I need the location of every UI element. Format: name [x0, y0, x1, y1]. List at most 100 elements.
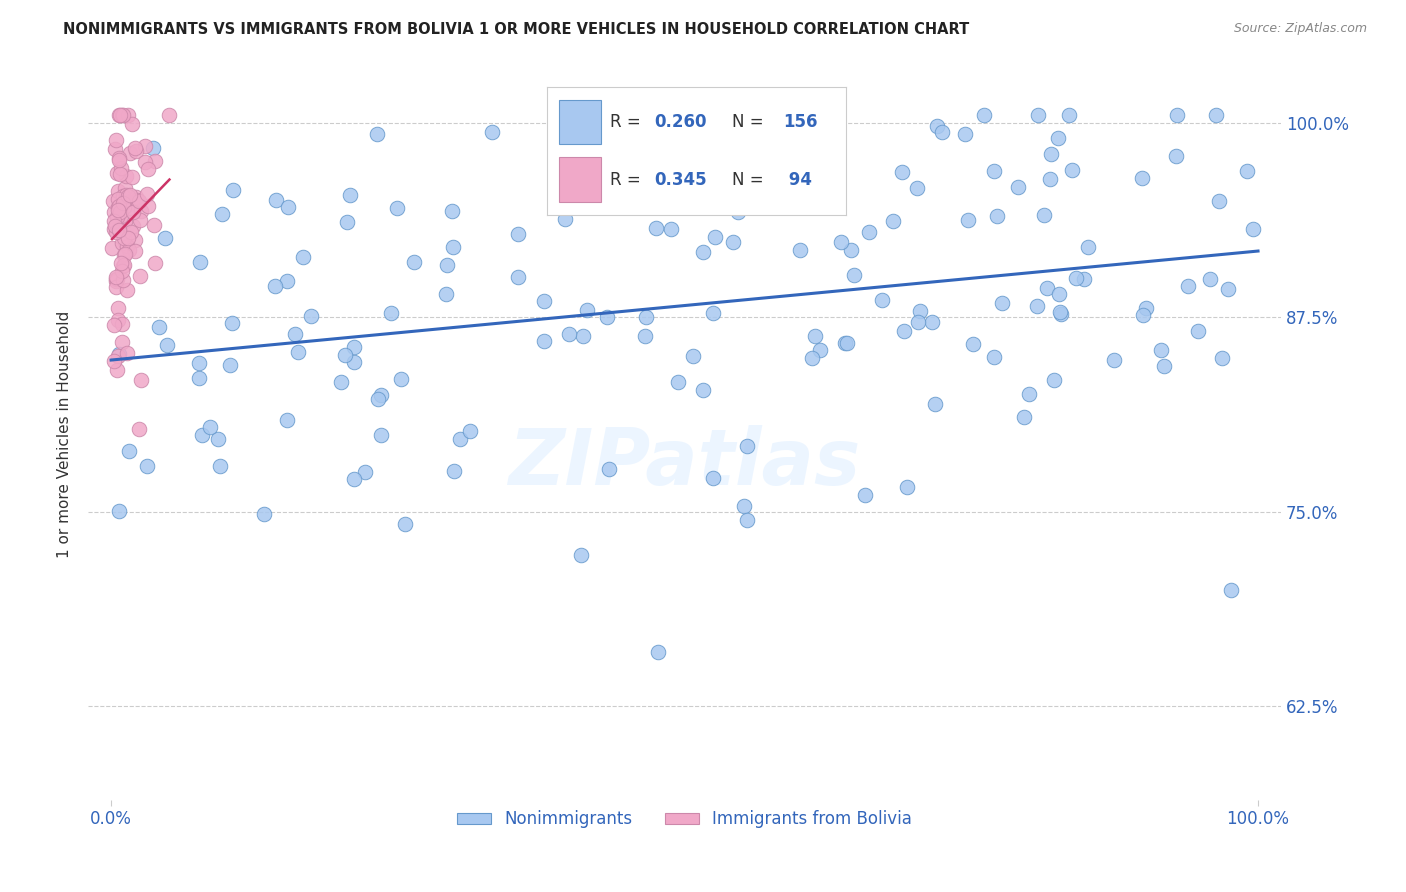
- Point: [1205, 108, 1227, 122]
- Point: [443, 464, 465, 478]
- Point: [188, 254, 211, 268]
- Point: [370, 428, 392, 442]
- Point: [107, 349, 129, 363]
- Point: [666, 375, 689, 389]
- Point: [853, 488, 876, 502]
- Legend: Nonimmigrants, Immigrants from Bolivia: Nonimmigrants, Immigrants from Bolivia: [450, 804, 918, 835]
- Point: [634, 329, 657, 343]
- Point: [105, 133, 128, 147]
- Point: [117, 238, 139, 252]
- Point: [638, 153, 661, 168]
- Point: [343, 340, 366, 354]
- Point: [1057, 108, 1080, 122]
- Point: [114, 214, 136, 228]
- Point: [105, 166, 128, 180]
- Point: [737, 513, 759, 527]
- Point: [105, 272, 128, 286]
- Point: [111, 260, 134, 274]
- Point: [956, 212, 979, 227]
- Point: [117, 231, 139, 245]
- Point: [117, 283, 139, 297]
- Point: [724, 128, 747, 143]
- Point: [1064, 271, 1087, 285]
- Point: [973, 108, 995, 122]
- Point: [339, 187, 361, 202]
- Point: [858, 225, 880, 239]
- Point: [128, 194, 150, 208]
- Text: NONIMMIGRANTS VS IMMIGRANTS FROM BOLIVIA 1 OR MORE VEHICLES IN HOUSEHOLD CORRELA: NONIMMIGRANTS VS IMMIGRANTS FROM BOLIVIA…: [63, 22, 970, 37]
- Point: [533, 334, 555, 349]
- Point: [138, 199, 160, 213]
- Point: [120, 188, 142, 202]
- Point: [103, 353, 125, 368]
- Point: [118, 243, 141, 257]
- Point: [800, 351, 823, 365]
- Point: [108, 108, 131, 122]
- Point: [111, 189, 134, 203]
- Point: [118, 201, 141, 215]
- Point: [508, 270, 530, 285]
- Point: [188, 356, 211, 370]
- Point: [1104, 352, 1126, 367]
- Point: [806, 199, 828, 213]
- Point: [1012, 409, 1035, 424]
- Point: [1043, 373, 1066, 387]
- Point: [1218, 282, 1240, 296]
- Point: [121, 117, 143, 131]
- Point: [111, 108, 134, 122]
- Point: [112, 258, 135, 272]
- Point: [108, 205, 131, 219]
- Point: [114, 247, 136, 261]
- Point: [1039, 172, 1062, 186]
- Point: [931, 125, 953, 139]
- Point: [114, 180, 136, 194]
- Point: [127, 193, 149, 207]
- Point: [143, 218, 166, 232]
- Point: [569, 548, 592, 562]
- Point: [458, 424, 481, 438]
- Point: [110, 255, 132, 269]
- Point: [870, 293, 893, 307]
- Point: [104, 279, 127, 293]
- Text: ZIPatlas: ZIPatlas: [509, 425, 860, 501]
- Point: [890, 165, 912, 179]
- Point: [343, 355, 366, 369]
- Point: [143, 153, 166, 168]
- Point: [333, 348, 356, 362]
- Point: [124, 233, 146, 247]
- Point: [112, 200, 135, 214]
- Point: [1036, 281, 1059, 295]
- Point: [284, 327, 307, 342]
- Point: [354, 465, 377, 479]
- Point: [735, 439, 758, 453]
- Point: [222, 184, 245, 198]
- Point: [188, 371, 211, 385]
- Point: [221, 316, 243, 330]
- Point: [105, 270, 128, 285]
- Point: [112, 231, 135, 245]
- Point: [129, 213, 152, 227]
- Point: [135, 186, 157, 201]
- Point: [659, 222, 682, 236]
- Point: [394, 517, 416, 532]
- Point: [1032, 208, 1054, 222]
- Point: [907, 315, 929, 329]
- Point: [108, 151, 131, 165]
- Point: [211, 207, 233, 221]
- Point: [835, 336, 858, 351]
- Point: [907, 181, 929, 195]
- Point: [962, 337, 984, 351]
- Point: [103, 214, 125, 228]
- Point: [1025, 299, 1047, 313]
- Point: [124, 189, 146, 203]
- Point: [159, 108, 181, 122]
- Point: [575, 303, 598, 318]
- Point: [112, 196, 135, 211]
- Point: [118, 146, 141, 161]
- Point: [121, 170, 143, 185]
- Point: [434, 287, 457, 301]
- Text: Source: ZipAtlas.com: Source: ZipAtlas.com: [1233, 22, 1367, 36]
- Point: [129, 268, 152, 283]
- Point: [990, 296, 1012, 310]
- Point: [111, 235, 134, 250]
